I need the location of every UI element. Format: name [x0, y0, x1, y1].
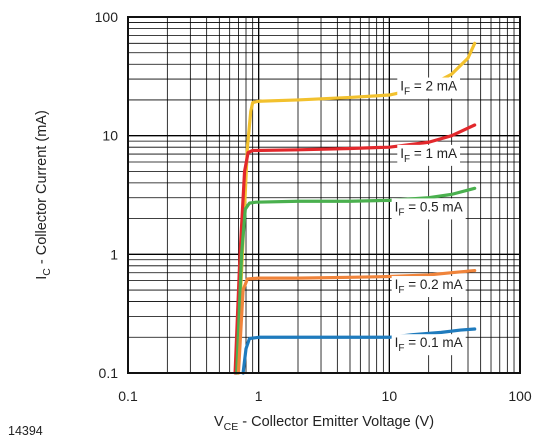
series-line-0	[235, 41, 477, 375]
series-label-bg	[397, 144, 461, 166]
series-label-rest: = 0.1 mA	[405, 335, 463, 350]
series-line-2	[235, 186, 477, 375]
series-label-rest: = 2 mA	[410, 79, 457, 94]
x-tick-label: 0.1	[118, 388, 138, 404]
x-axis-label-rest: - Collector Emitter Voltage (V)	[238, 414, 434, 430]
x-tick-label: 10	[382, 388, 398, 404]
series-label-2: IF = 0.5 mA	[395, 199, 463, 218]
series-label-main: I	[400, 146, 404, 161]
x-axis-label-sub: CE	[224, 421, 239, 433]
series-lines	[233, 41, 477, 375]
tick-labels: 0.1 1 10 100 0.1 1 10 100	[95, 9, 532, 404]
series-label-sub: F	[398, 285, 404, 296]
series-line-4	[241, 327, 477, 375]
x-axis-label: VCE - Collector Emitter Voltage (V)	[214, 414, 434, 433]
x-tick-label: 1	[255, 388, 263, 404]
y-axis-label-main: I	[34, 276, 50, 280]
series-label-rest: = 1 mA	[410, 146, 457, 161]
y-tick-label: 1	[110, 246, 118, 262]
series-label-bg	[397, 77, 461, 99]
series-label-sub: F	[404, 87, 410, 98]
series-label-main: I	[395, 277, 399, 292]
x-axis-label-main: V	[214, 414, 224, 430]
series-label-1: IF = 1 mA	[400, 146, 457, 165]
series-label-bg	[391, 334, 466, 356]
series-label-main: I	[395, 199, 399, 214]
series-line-3	[236, 268, 477, 375]
series-label-sub: F	[398, 343, 404, 354]
series-label-3: IF = 0.2 mA	[395, 277, 463, 296]
y-axis-label: IC - Collector Current (mA)	[34, 110, 53, 280]
series-label-main: I	[395, 335, 399, 350]
series-label-0: IF = 2 mA	[400, 79, 457, 98]
series-label-main: I	[400, 79, 404, 94]
series-label-rest: = 0.5 mA	[405, 199, 463, 214]
series-label-bg	[391, 276, 466, 298]
series-label-4: IF = 0.1 mA	[395, 335, 463, 354]
series-label-sub: F	[398, 207, 404, 218]
y-axis-label-sub: C	[41, 268, 53, 276]
y-tick-label: 0.1	[99, 365, 119, 381]
y-tick-label: 100	[95, 9, 119, 25]
x-tick-label: 100	[508, 388, 532, 404]
series-line-1	[233, 123, 477, 375]
series-label-bg	[391, 198, 466, 220]
plot-frame	[127, 16, 521, 374]
series-label-sub: F	[404, 154, 410, 165]
y-tick-label: 10	[102, 128, 118, 144]
y-axis-label-rest: - Collector Current (mA)	[34, 110, 50, 268]
figure-id: 14394	[8, 424, 43, 438]
series-label-rest: = 0.2 mA	[405, 277, 463, 292]
grid	[128, 17, 520, 373]
